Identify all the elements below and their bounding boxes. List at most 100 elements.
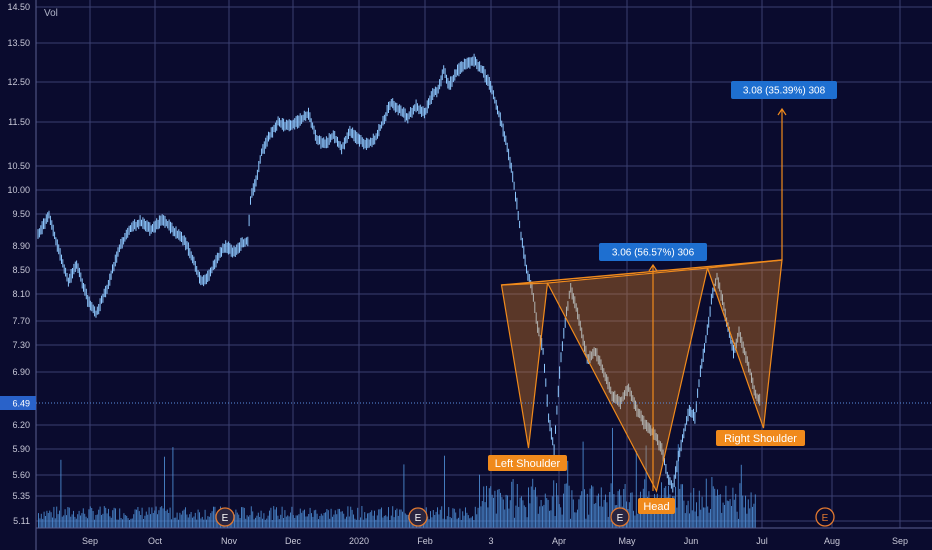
volume-bar bbox=[189, 514, 191, 528]
volume-bar bbox=[560, 507, 562, 528]
volume-bar bbox=[693, 488, 695, 528]
volume-bar bbox=[85, 516, 87, 528]
earnings-marker[interactable] bbox=[610, 507, 630, 527]
volume-bar bbox=[403, 464, 405, 528]
annotation-badge[interactable] bbox=[488, 455, 567, 471]
volume-bar bbox=[162, 508, 164, 528]
volume-bar bbox=[283, 518, 284, 528]
price-tick-label: 7.70 bbox=[12, 316, 30, 326]
volume-bar bbox=[606, 502, 608, 528]
volume-bar bbox=[39, 518, 41, 528]
volume-bar bbox=[183, 509, 185, 528]
time-tick-label: 2020 bbox=[349, 536, 369, 546]
volume-bar bbox=[325, 512, 326, 528]
time-axis[interactable]: Sep Oct Nov Dec 2020 Feb 3 Apr May Jun Jul Aug Sep bbox=[36, 527, 932, 546]
left-shoulder-triangle[interactable] bbox=[500, 282, 549, 449]
price-tick-label: 5.60 bbox=[12, 470, 30, 480]
earnings-marker[interactable] bbox=[408, 507, 428, 527]
measure-callout[interactable] bbox=[599, 243, 707, 261]
volume-bar bbox=[372, 515, 374, 528]
price-series bbox=[37, 53, 761, 493]
volume-bar bbox=[567, 460, 569, 528]
annotation-badge[interactable] bbox=[716, 430, 805, 446]
volume-bar bbox=[381, 507, 382, 528]
head-and-shoulders-pattern[interactable] bbox=[500, 259, 783, 493]
volume-bar bbox=[344, 518, 346, 528]
volume-bar bbox=[578, 499, 580, 528]
volume-bar bbox=[494, 490, 496, 528]
volume-bar bbox=[521, 496, 522, 528]
volume-bar bbox=[441, 506, 443, 528]
measure-callout[interactable] bbox=[731, 81, 837, 99]
volume-bar bbox=[596, 495, 598, 528]
volume-bar bbox=[528, 487, 529, 528]
volume-bar bbox=[131, 518, 133, 528]
volume-bar bbox=[684, 513, 686, 528]
volume-bar bbox=[190, 512, 192, 528]
volume-bar bbox=[302, 510, 304, 528]
volume-bar bbox=[318, 519, 319, 528]
volume-bar bbox=[371, 510, 373, 528]
pattern-annotations[interactable]: Left Shoulder Head Right Shoulder bbox=[488, 430, 805, 514]
volume-bar bbox=[514, 517, 515, 528]
head-triangle[interactable] bbox=[546, 267, 709, 493]
annotation-label-head: Head bbox=[643, 501, 669, 513]
volume-bar bbox=[124, 515, 126, 528]
volume-bar bbox=[346, 516, 347, 528]
volume-bar bbox=[715, 495, 717, 528]
volume-bar bbox=[340, 511, 342, 528]
time-tick-label: Dec bbox=[285, 536, 302, 546]
volume-bar bbox=[262, 518, 263, 528]
volume-bar bbox=[313, 510, 315, 528]
volume-bar bbox=[259, 517, 261, 528]
volume-bar bbox=[511, 481, 513, 528]
volume-bar bbox=[43, 511, 45, 528]
volume-bar bbox=[705, 478, 707, 528]
volume-bar bbox=[427, 516, 429, 528]
volume-bar bbox=[315, 509, 317, 528]
volume-bar bbox=[112, 510, 114, 528]
price-tick-label: 8.10 bbox=[12, 289, 30, 299]
volume-bar bbox=[645, 445, 647, 528]
time-tick-label: Jul bbox=[756, 536, 768, 546]
volume-bar bbox=[588, 514, 590, 528]
volume-bar bbox=[532, 478, 534, 528]
volume-bar bbox=[582, 441, 584, 528]
volume-bar bbox=[386, 516, 388, 528]
volume-bar bbox=[546, 498, 548, 528]
volume-bar bbox=[469, 518, 471, 528]
volume-bar bbox=[61, 516, 63, 528]
measure-arrows[interactable]: 3.06 (56.57%) 306 3.08 (35.39%) 308 bbox=[599, 81, 837, 491]
volume-bar bbox=[607, 516, 609, 528]
volume-bar bbox=[178, 519, 179, 528]
annotation-badge[interactable] bbox=[638, 498, 675, 514]
volume-bar bbox=[278, 519, 280, 528]
volume-bar bbox=[487, 507, 489, 528]
volume-bar bbox=[712, 486, 714, 528]
volume-bar bbox=[438, 514, 440, 528]
volume-bar bbox=[553, 480, 555, 528]
last-price-tag[interactable] bbox=[0, 396, 36, 410]
volume-bar bbox=[66, 515, 67, 528]
volume-bar bbox=[339, 508, 340, 528]
volume-bar bbox=[501, 497, 503, 528]
volume-bar bbox=[595, 503, 597, 528]
time-tick-label: Oct bbox=[148, 536, 163, 546]
earnings-marker[interactable] bbox=[215, 507, 235, 527]
volume-bar bbox=[509, 500, 511, 528]
earnings-marker-label: E bbox=[822, 513, 829, 524]
volume-bar bbox=[53, 506, 55, 528]
volume-bar bbox=[101, 515, 102, 528]
volume-bar bbox=[662, 504, 664, 528]
volume-bar bbox=[738, 518, 739, 528]
volume-bar bbox=[564, 483, 566, 528]
volume-bar bbox=[390, 515, 392, 528]
volume-bar bbox=[505, 494, 507, 528]
volume-bar bbox=[575, 512, 577, 528]
neckline[interactable] bbox=[501, 259, 783, 286]
earnings-marker[interactable] bbox=[815, 507, 835, 527]
volume-bar bbox=[360, 517, 361, 528]
